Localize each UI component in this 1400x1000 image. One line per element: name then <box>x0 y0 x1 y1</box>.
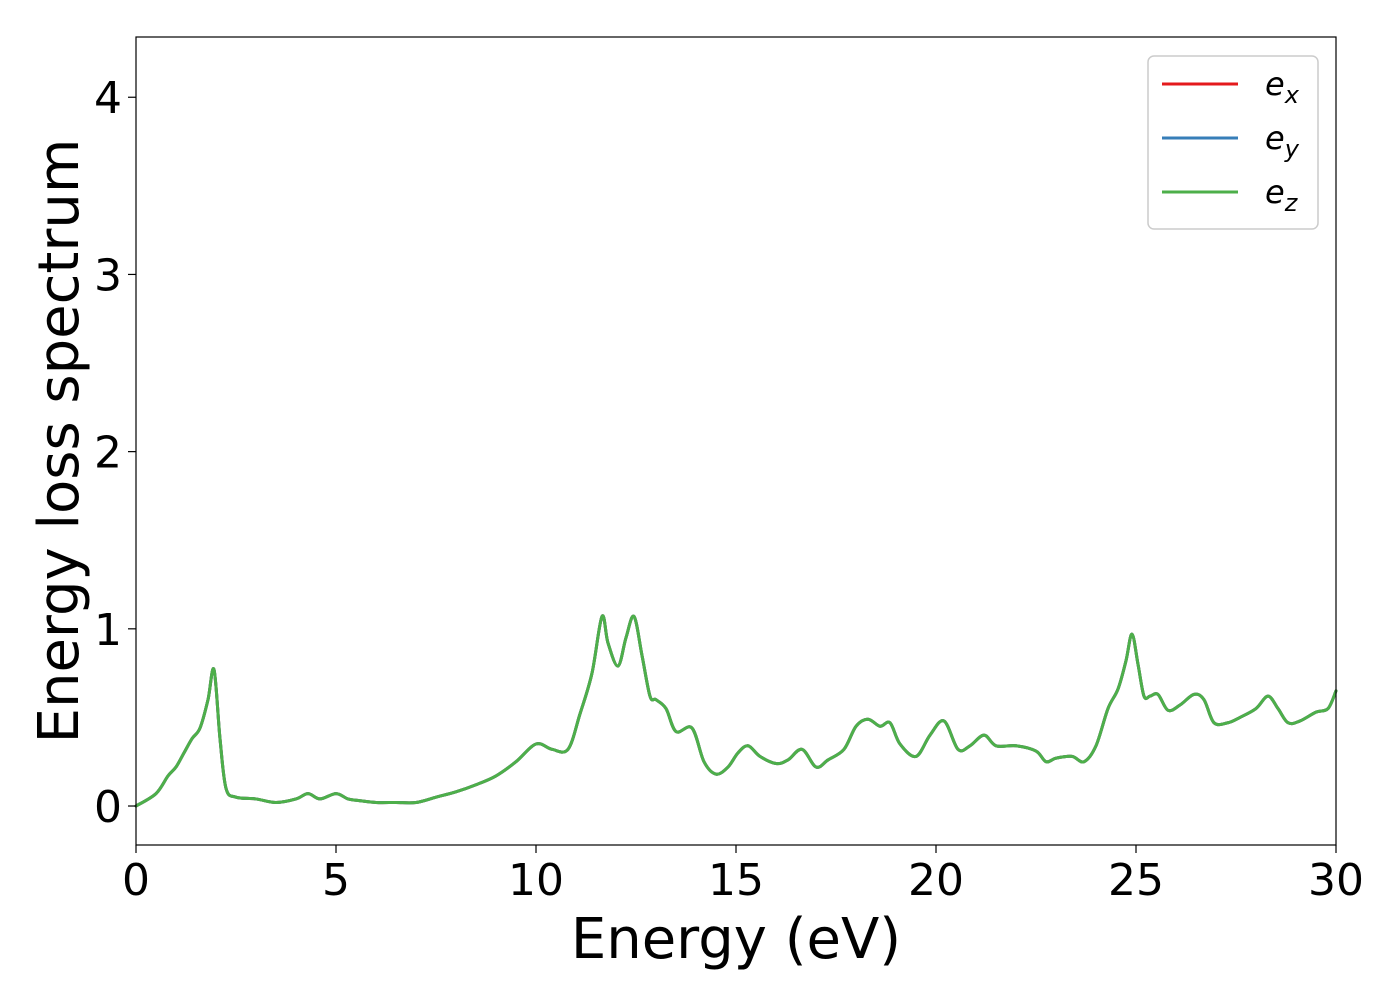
y-tick-label: 1 <box>94 605 122 656</box>
y-tick-label: 2 <box>94 428 122 479</box>
x-tick-label: 30 <box>1308 855 1364 906</box>
x-tick-label: 25 <box>1108 855 1164 906</box>
x-tick-label: 10 <box>508 855 564 906</box>
y-tick-label: 4 <box>94 73 122 124</box>
x-axis-ticks: 0 5 10 15 20 25 30 <box>122 845 1364 906</box>
legend-box <box>1147 55 1319 230</box>
series-line-e-z <box>134 614 1338 808</box>
x-tick-label: 15 <box>708 855 764 906</box>
y-tick-label: 3 <box>94 250 122 301</box>
x-tick-label: 0 <box>122 855 150 906</box>
series-layer <box>134 614 1338 808</box>
y-axis-label: Energy loss spectrum <box>27 139 92 744</box>
y-tick-label: 0 <box>94 782 122 833</box>
plot-background <box>136 37 1336 845</box>
x-axis-label: Energy (eV) <box>571 907 901 972</box>
y-axis-ticks: 0 1 2 3 4 <box>94 73 136 833</box>
x-tick-label: 20 <box>908 855 964 906</box>
x-tick-label: 5 <box>322 855 350 906</box>
